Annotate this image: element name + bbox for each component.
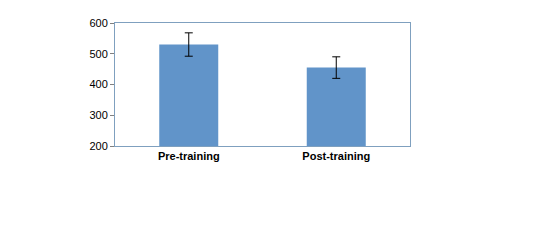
svg-text:200: 200	[89, 140, 107, 152]
svg-text:400: 400	[89, 78, 107, 90]
svg-text:500: 500	[89, 48, 107, 60]
svg-text:600: 600	[89, 17, 107, 29]
svg-text:300: 300	[89, 109, 107, 121]
svg-text:Post-training: Post-training	[302, 150, 370, 162]
svg-text:Pre-training: Pre-training	[158, 150, 220, 162]
